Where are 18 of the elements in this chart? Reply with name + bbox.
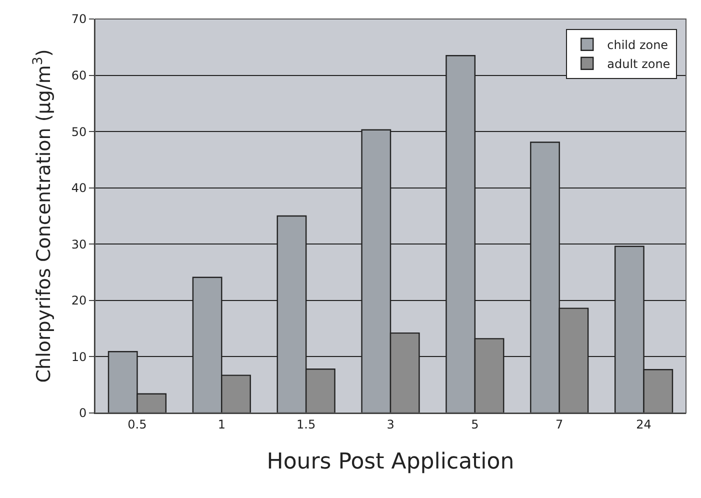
legend-label: adult zone: [607, 57, 670, 72]
x-tick-label: 1.5: [296, 417, 316, 432]
x-tick-label: 24: [636, 417, 652, 432]
y-tick-label: 70: [71, 12, 87, 26]
y-tick-label: 0: [78, 406, 87, 420]
x-tick-label: 3: [386, 417, 394, 432]
x-axis-title: Hours Post Application: [266, 449, 514, 474]
legend-label: child zone: [607, 38, 668, 52]
y-tick-label: 20: [71, 294, 87, 308]
x-tick-label: 1: [218, 417, 226, 432]
y-tick-label: 40: [71, 181, 87, 196]
y-tick-label: 10: [71, 350, 87, 364]
y-tick-label: 60: [71, 68, 87, 82]
x-tick-label: 7: [556, 417, 564, 432]
y-tick-label: 50: [71, 124, 87, 139]
x-tick-label: 5: [471, 417, 479, 432]
x-tick-label: 0.5: [128, 417, 147, 432]
y-tick-label: 30: [71, 237, 87, 252]
